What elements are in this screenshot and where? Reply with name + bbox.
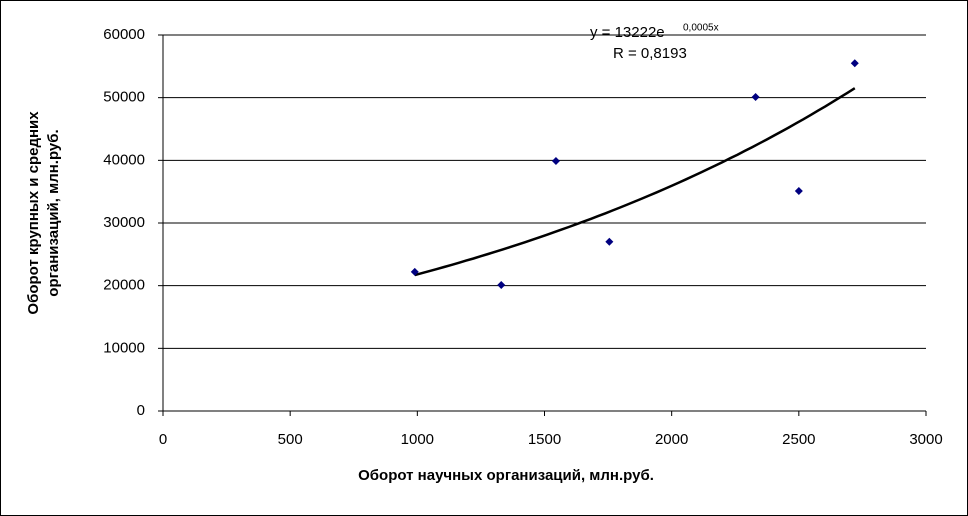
x-axis-label: Оборот научных организаций, млн.руб. — [358, 467, 654, 484]
y-axis-label-line: Оборот крупных и средних — [25, 111, 42, 315]
data-point — [410, 267, 419, 276]
data-point — [850, 59, 859, 68]
data-point — [605, 237, 614, 246]
y-tick-label: 50000 — [103, 89, 145, 106]
y-tick-label: 60000 — [103, 26, 145, 43]
data-point — [794, 187, 803, 196]
data-point — [497, 281, 506, 290]
data-point — [551, 156, 560, 165]
trendline — [414, 87, 856, 277]
trendline-exponent: 0,0005x — [683, 23, 719, 34]
y-axis-label-line: организаций, млн.руб. — [45, 129, 62, 296]
x-tick-label: 2500 — [782, 431, 815, 448]
x-tick-label: 1000 — [401, 431, 434, 448]
x-tick-label: 2000 — [655, 431, 688, 448]
y-tick-label: 0 — [137, 402, 145, 419]
y-axis-label: Оборот крупных и средних организаций, мл… — [25, 111, 62, 315]
x-tick-label: 3000 — [909, 431, 942, 448]
y-tick-label: 10000 — [103, 339, 145, 356]
y-tick-label: 30000 — [103, 214, 145, 231]
y-tick-label: 40000 — [103, 151, 145, 168]
x-tick-label: 1500 — [528, 431, 561, 448]
data-point — [751, 93, 760, 102]
trendline-r: R = 0,8193 — [613, 45, 687, 62]
x-tick-label: 0 — [159, 431, 167, 448]
y-tick-label: 20000 — [103, 277, 145, 294]
trendline-equation: y = 13222e — [590, 24, 665, 41]
x-tick-label: 500 — [278, 431, 303, 448]
